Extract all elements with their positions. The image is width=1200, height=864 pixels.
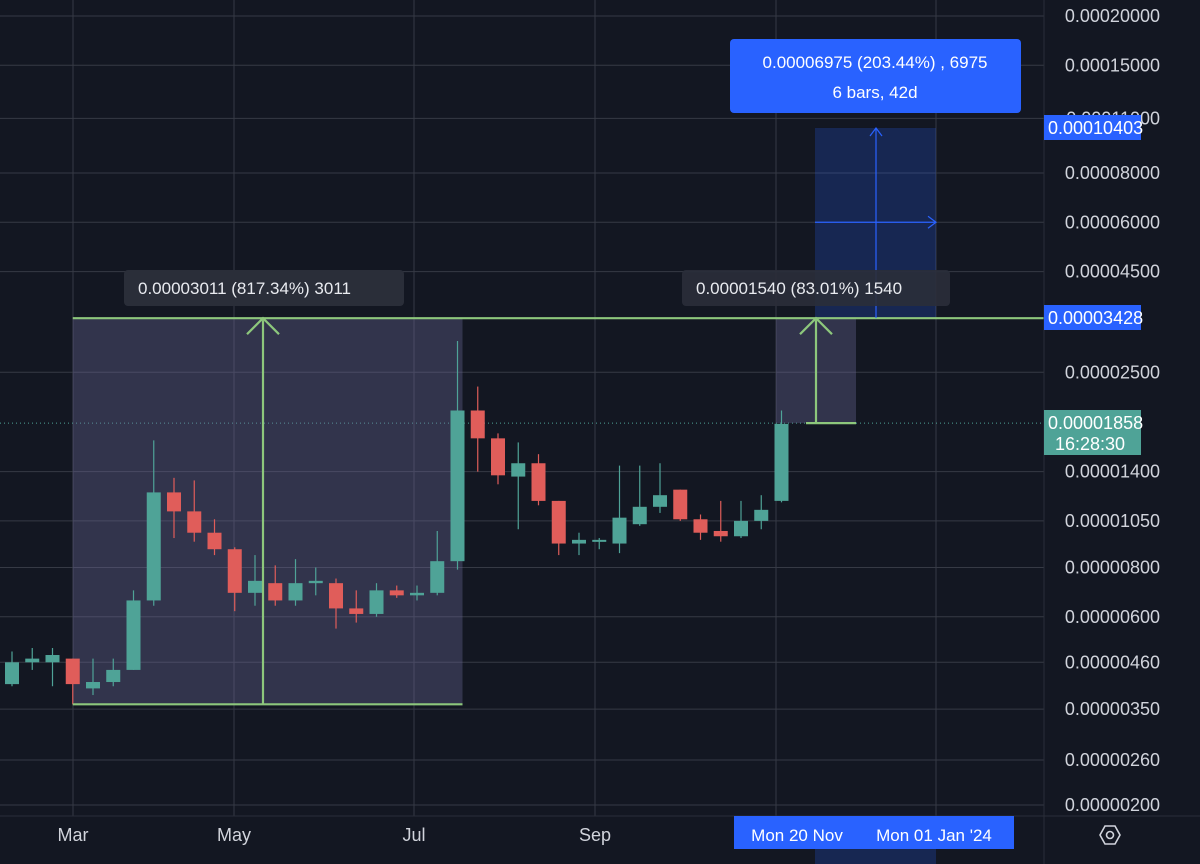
price-tag-upper: 0.00010403 (1044, 115, 1143, 140)
price-tick-label: 0.00006000 (1065, 212, 1160, 232)
measure-arrowhead-1 (246, 316, 280, 335)
price-tick-label: 0.00001050 (1065, 511, 1160, 531)
price-tick-label: 0.00000350 (1065, 699, 1160, 719)
candle-body (65, 658, 80, 685)
candle-body (511, 463, 526, 477)
candle-body (612, 517, 627, 544)
price-axis: 0.000200000.000150000.000110000.00008000… (1065, 6, 1160, 815)
time-axis: Mar May Jul Sep (58, 825, 612, 845)
svg-text:0.00003011 (817.34%) 3011: 0.00003011 (817.34%) 3011 (138, 279, 351, 298)
candle-body (126, 600, 141, 670)
candle-body (146, 492, 161, 601)
measure-arrowhead-2 (799, 316, 833, 335)
candle-body (450, 410, 465, 562)
candle-body (369, 590, 384, 614)
price-tick-label: 0.00002500 (1065, 362, 1160, 382)
projection-label: 0.00006975 (203.44%) , 6975 6 bars, 42d (730, 39, 1021, 113)
price-tick-label: 0.00008000 (1065, 163, 1160, 183)
candle-body (389, 590, 404, 596)
price-tick-label: 0.00000460 (1065, 652, 1160, 672)
candle-body (25, 658, 40, 663)
price-tick-label: 0.00000600 (1065, 607, 1160, 627)
candle-body (592, 539, 607, 542)
measurement-boxes (72, 127, 936, 864)
svg-text:0.00010403: 0.00010403 (1048, 118, 1143, 138)
measurement-label-1: 0.00003011 (817.34%) 3011 (124, 270, 404, 306)
measurement-label-2: 0.00001540 (83.01%) 1540 (682, 270, 950, 306)
svg-text:6 bars, 42d: 6 bars, 42d (832, 83, 917, 102)
svg-text:0.00003428: 0.00003428 (1048, 308, 1143, 328)
projection-vertical-arrowhead (869, 126, 883, 137)
candle-body (268, 583, 283, 601)
candles (5, 341, 789, 705)
candle-body (491, 438, 505, 476)
candle-body (754, 509, 769, 521)
current-price-tag: 0.00001858 16:28:30 (1044, 410, 1143, 455)
svg-text:0.00006975 (203.44%) , 6975: 0.00006975 (203.44%) , 6975 (763, 53, 988, 72)
candle-body (551, 500, 566, 544)
candle-body (734, 520, 748, 537)
svg-text:Mon 20 Nov: Mon 20 Nov (751, 826, 843, 845)
price-tick-label: 0.00004500 (1065, 262, 1160, 282)
candle-body (430, 561, 445, 593)
candle-body (248, 580, 262, 593)
candle-body (673, 489, 688, 520)
candle-body (329, 583, 343, 609)
price-tick-label: 0.00000200 (1065, 795, 1160, 815)
candle-body (470, 410, 485, 439)
price-tick-label: 0.00001400 (1065, 462, 1160, 482)
projection-horizontal-arrowhead (927, 215, 937, 229)
price-tick-label: 0.00000260 (1065, 750, 1160, 770)
candle-body (774, 423, 789, 501)
candle-body (653, 495, 667, 507)
candle-body (86, 682, 100, 689)
candle-body (45, 655, 60, 663)
candle-body (632, 506, 647, 525)
time-tick-label: Jul (402, 825, 425, 845)
candle-body (572, 539, 586, 544)
svg-text:Mon 01 Jan '24: Mon 01 Jan '24 (876, 826, 992, 845)
date-tags: Mon 20 Nov Mon 01 Jan '24 (734, 816, 1014, 849)
candle-body (207, 532, 222, 550)
price-tick-label: 0.00020000 (1065, 6, 1160, 26)
settings-icon[interactable] (1099, 825, 1121, 845)
time-tick-label: May (217, 825, 251, 845)
svg-text:16:28:30: 16:28:30 (1055, 434, 1125, 454)
price-tick-label: 0.00015000 (1065, 55, 1160, 75)
candle-body (106, 669, 121, 683)
price-tag-lower: 0.00003428 (1044, 305, 1143, 330)
candle-body (5, 662, 19, 685)
price-tick-label: 0.00000800 (1065, 557, 1160, 577)
candle-body (288, 583, 303, 601)
candle-body (410, 592, 424, 596)
candle-body (308, 580, 323, 584)
candle-body (531, 463, 546, 501)
time-tick-label: Mar (58, 825, 89, 845)
candle-body (187, 511, 202, 533)
time-tick-label: Sep (579, 825, 611, 845)
candle-body (713, 530, 728, 537)
candle-body (167, 492, 181, 512)
candle-body (227, 549, 242, 593)
candle-body (693, 519, 708, 533)
svg-text:0.00001858: 0.00001858 (1048, 413, 1143, 433)
candle-body (349, 608, 364, 614)
svg-text:0.00001540 (83.01%) 1540: 0.00001540 (83.01%) 1540 (696, 279, 902, 298)
